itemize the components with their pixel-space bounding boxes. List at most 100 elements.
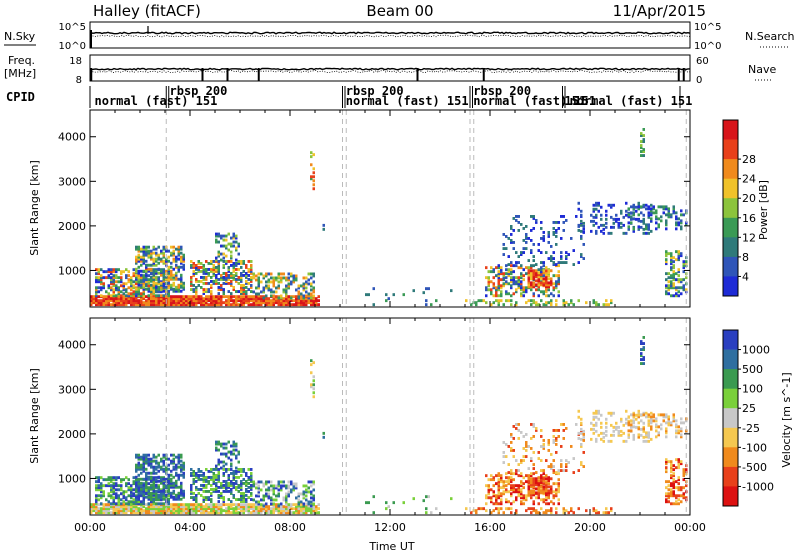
power-cell: [195, 264, 198, 267]
velocity-cell: [147, 482, 150, 486]
power-cell: [110, 276, 113, 280]
power-cell: [247, 268, 250, 271]
power-cell: [110, 268, 113, 272]
power-cell: [270, 290, 273, 294]
power-cell: [232, 288, 235, 291]
power-cell: [532, 217, 535, 220]
power-cell: [137, 282, 140, 286]
velocity-cell: [275, 509, 278, 513]
power-cell: [95, 297, 98, 301]
velocity-cell: [217, 472, 220, 475]
velocity-cell: [240, 500, 243, 503]
velocity-cell: [312, 507, 315, 511]
velocity-cell: [167, 483, 170, 487]
power-cell: [667, 215, 670, 219]
power-cell: [512, 280, 515, 284]
velocity-cell: [637, 411, 640, 415]
power-cell: [492, 268, 495, 272]
power-cell: [567, 253, 570, 256]
velocity-cell: [577, 409, 580, 413]
velocity-cell: [257, 505, 260, 509]
power-cell: [157, 255, 160, 259]
power-cell: [100, 288, 103, 292]
velocity-cell: [562, 423, 565, 426]
power-cell: [487, 282, 490, 286]
velocity-cell: [247, 468, 250, 471]
velocity-cell: [667, 460, 670, 464]
velocity-cell: [620, 417, 623, 421]
velocity-cell: [235, 476, 238, 479]
velocity-cell: [292, 511, 295, 515]
power-cell: [580, 255, 583, 258]
velocity-cell: [272, 498, 275, 502]
velocity-cell: [230, 503, 233, 507]
power-cell: [680, 221, 683, 225]
power-cell: [175, 287, 178, 291]
velocity-cell: [255, 500, 258, 504]
velocity-cell: [130, 490, 133, 494]
power-cell: [682, 288, 685, 292]
power-cell: [152, 281, 155, 285]
power-cell: [107, 286, 110, 290]
power-cell: [630, 215, 633, 219]
velocity-cell: [245, 484, 248, 487]
power-cell: [545, 288, 548, 292]
power-cell: [495, 299, 498, 303]
velocity-cell: [90, 507, 93, 511]
power-cell: [125, 268, 128, 272]
velocity-cell: [655, 429, 658, 433]
velocity-cell: [272, 502, 275, 506]
power-cell: [630, 211, 633, 215]
power-cell: [635, 217, 638, 221]
power-cell: [242, 288, 245, 291]
velocity-cell: [277, 504, 280, 508]
power-cell: [272, 282, 275, 286]
velocity-cell: [547, 443, 550, 446]
power-cell: [542, 292, 545, 296]
power-cell: [110, 294, 113, 298]
velocity-cell: [257, 486, 260, 490]
power-cell: [212, 266, 215, 269]
velocity-cell: [302, 511, 305, 515]
velocity-cell: [180, 505, 183, 509]
power-cell: [532, 299, 535, 303]
power-cell: [520, 272, 523, 276]
power-cell: [145, 301, 148, 305]
velocity-cell: [132, 507, 135, 511]
velocity-cell: [615, 427, 618, 431]
velocity-cell: [607, 439, 610, 443]
power-cell: [200, 270, 203, 273]
velocity-cell: [250, 488, 253, 491]
velocity-cell: [202, 490, 205, 493]
velocity-cell: [595, 509, 598, 513]
velocity-cell: [235, 505, 238, 509]
power-cell: [232, 262, 235, 265]
velocity-cell: [425, 511, 428, 515]
power-cell: [162, 288, 165, 292]
velocity-cell: [560, 423, 563, 426]
power-cell: [295, 274, 298, 278]
velocity-cell: [270, 509, 273, 513]
velocity-cell: [160, 488, 163, 492]
power-cell: [192, 272, 195, 275]
velocity-cell: [167, 491, 170, 495]
velocity-cell: [552, 471, 555, 474]
velocity-cell: [547, 439, 550, 442]
power-cell: [532, 283, 535, 287]
power-cell: [680, 209, 683, 213]
power-cell: [190, 276, 193, 279]
power-cell: [165, 288, 168, 292]
velocity-cell: [540, 498, 543, 502]
velocity-cell: [215, 476, 218, 479]
velocity-cell: [510, 476, 513, 480]
power-cell: [172, 295, 175, 299]
power-cell: [177, 297, 180, 301]
velocity-cell: [642, 362, 645, 365]
velocity-cell: [172, 505, 175, 509]
power-cell: [107, 268, 110, 272]
power-cell: [505, 264, 508, 268]
velocity-cell: [220, 444, 223, 448]
x-tick-label: 20:00: [574, 521, 606, 534]
power-cell: [137, 289, 140, 293]
velocity-cell: [260, 488, 263, 492]
